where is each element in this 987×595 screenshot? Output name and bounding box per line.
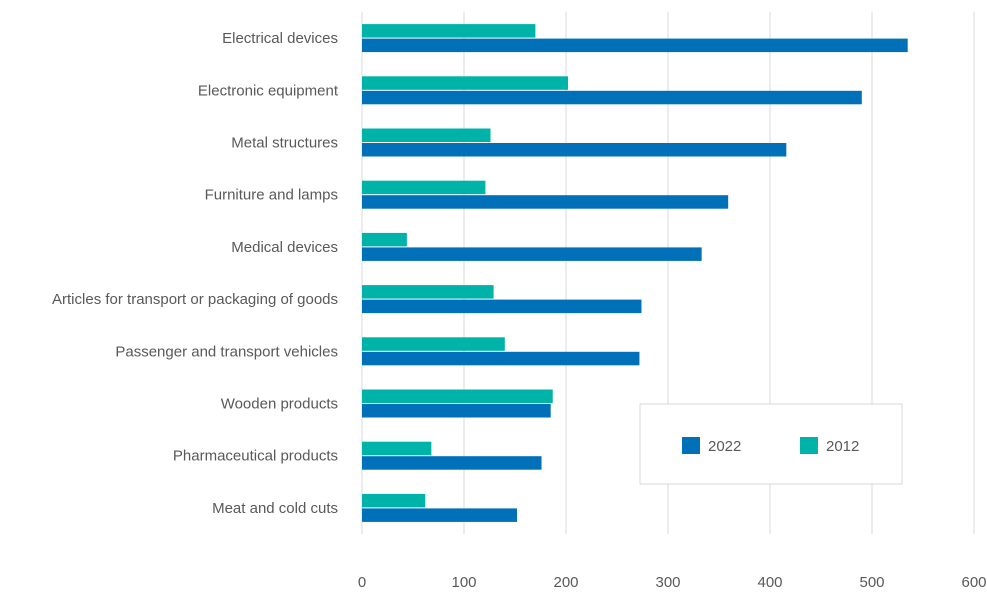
bar-2012-furniture-and-lamps	[362, 180, 486, 195]
category-label-electrical-devices: Electrical devices	[222, 30, 338, 47]
x-tick-label-600: 600	[961, 574, 986, 591]
legend: 2022 2012	[639, 403, 903, 485]
category-label-articles-for-transport-or-packaging-of-goods: Articles for transport or packaging of g…	[52, 291, 338, 308]
category-label-pharmaceutical-products: Pharmaceutical products	[173, 448, 338, 465]
x-tick-label-100: 100	[451, 574, 476, 591]
bar-2022-wooden-products	[362, 404, 551, 418]
category-label-electronic-equipment: Electronic equipment	[198, 82, 339, 99]
legend-label-2012: 2012	[826, 438, 859, 455]
bar-2012-electrical-devices	[362, 24, 536, 38]
bar-2012-electronic-equipment	[362, 76, 569, 90]
x-axis-tick-labels: 0 100 200 300 400 500 600	[358, 574, 987, 591]
legend-label-2022: 2022	[708, 438, 741, 455]
category-label-medical-devices: Medical devices	[231, 239, 338, 256]
bar-2022-meat-and-cold-cuts	[362, 508, 518, 522]
category-label-furniture-and-lamps: Furniture and lamps	[205, 187, 338, 204]
bars	[362, 24, 908, 522]
legend-swatch-2022	[682, 437, 700, 454]
category-label-metal-structures: Metal structures	[231, 135, 338, 152]
x-tick-label-300: 300	[655, 574, 680, 591]
x-tick-label-200: 200	[553, 574, 578, 591]
x-tick-label-0: 0	[358, 574, 366, 591]
bar-2022-articles-for-transport-or-packaging-of-goods	[362, 299, 642, 314]
bar-2012-articles-for-transport-or-packaging-of-goods	[362, 285, 494, 299]
category-label-meat-and-cold-cuts: Meat and cold cuts	[212, 500, 338, 517]
bar-2012-wooden-products	[362, 389, 553, 403]
bar-2022-electrical-devices	[362, 38, 908, 53]
legend-swatch-2012	[800, 437, 818, 454]
bar-2012-medical-devices	[362, 232, 407, 247]
bar-2012-pharmaceutical-products	[362, 441, 432, 456]
bar-2022-pharmaceutical-products	[362, 456, 542, 470]
bar-2022-furniture-and-lamps	[362, 195, 729, 209]
bar-2022-medical-devices	[362, 247, 702, 261]
bar-2012-meat-and-cold-cuts	[362, 493, 426, 508]
x-tick-label-400: 400	[757, 574, 782, 591]
bar-2022-passenger-and-transport-vehicles	[362, 351, 640, 366]
category-label-wooden-products: Wooden products	[221, 396, 338, 413]
bar-2022-metal-structures	[362, 143, 787, 157]
x-tick-label-500: 500	[859, 574, 884, 591]
category-labels: Electrical devices Electronic equipment Me…	[52, 30, 339, 517]
bar-2012-passenger-and-transport-vehicles	[362, 337, 505, 351]
legend-box	[639, 403, 903, 485]
category-label-passenger-and-transport-vehicles: Passenger and transport vehicles	[115, 343, 338, 360]
bar-2012-metal-structures	[362, 128, 491, 142]
bar-2022-electronic-equipment	[362, 90, 862, 105]
